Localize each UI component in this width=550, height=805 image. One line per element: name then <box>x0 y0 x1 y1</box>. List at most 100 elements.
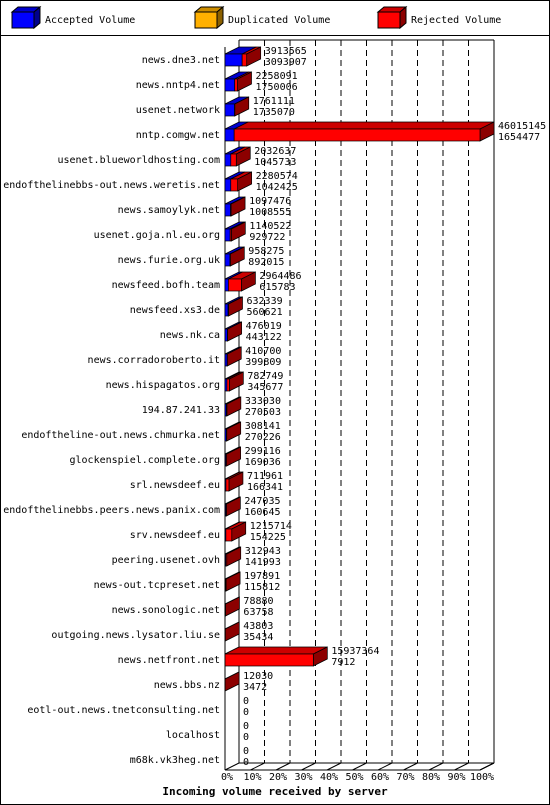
bar <box>226 346 242 367</box>
bar-front <box>224 278 229 292</box>
legend-item: Rejected Volume <box>376 5 501 30</box>
y-tick-label: newsfeed.xs3.de <box>130 305 220 316</box>
x-tick-label: 60% <box>371 772 389 783</box>
accepted-label: 166341 <box>247 482 283 493</box>
accepted-label: 270503 <box>245 407 281 418</box>
bar-front <box>224 53 243 67</box>
bar <box>234 71 252 92</box>
accepted-label: 160645 <box>244 507 280 518</box>
bar <box>226 396 242 417</box>
total-label: 0 <box>243 696 249 707</box>
total-label: 782749 <box>247 371 283 382</box>
bar-top <box>224 646 328 655</box>
x-tick <box>326 762 342 771</box>
bar <box>226 421 242 442</box>
y-tick-label: usenet.network <box>136 105 220 116</box>
y-tick-label: news.dne3.net <box>142 55 220 66</box>
bar-front <box>224 228 231 242</box>
accepted-label: 7912 <box>331 657 355 668</box>
bar <box>225 496 241 517</box>
legend-item: Duplicated Volume <box>193 5 330 30</box>
accepted-label: 892015 <box>248 257 284 268</box>
accepted-label: 3093907 <box>265 57 307 68</box>
y-tick-label: usenet.blueworldhosting.com <box>57 155 220 166</box>
x-tick <box>224 762 240 771</box>
accepted-label: 0 <box>243 732 249 743</box>
bar-front <box>241 53 248 67</box>
total-label: 197891 <box>244 571 280 582</box>
accepted-label: 1045733 <box>254 157 296 168</box>
total-label: 46015145 <box>498 121 546 132</box>
bar <box>228 271 256 292</box>
legend-item: Accepted Volume <box>10 5 135 30</box>
y-tick-label: m68k.vk3heg.net <box>130 755 220 766</box>
bar-front <box>225 553 228 567</box>
y-tick-label: news.sonologic.net <box>112 605 220 616</box>
x-tick <box>428 762 444 771</box>
y-tick-label: eotl-out.news.tnetconsulting.net <box>27 705 220 716</box>
total-label: 308141 <box>245 421 281 432</box>
accepted-label: 154225 <box>250 532 286 543</box>
y-tick-label: news-out.tcpreset.net <box>94 580 220 591</box>
bar-front <box>224 78 236 92</box>
y-tick-label: news.nntp4.net <box>136 80 220 91</box>
total-label: 2280574 <box>256 171 298 182</box>
total-label: 12030 <box>243 671 273 682</box>
accepted-label: 1654477 <box>498 132 540 143</box>
accepted-label: 345677 <box>247 382 283 393</box>
total-label: 1140522 <box>249 221 291 232</box>
bar-front <box>225 453 228 467</box>
x-tick-label: 50% <box>345 772 363 783</box>
y-tick-label: peering.usenet.ovh <box>112 555 220 566</box>
bar <box>226 371 244 392</box>
bar <box>230 146 251 167</box>
total-label: 15937364 <box>331 646 379 657</box>
bar <box>225 546 242 567</box>
total-label: 312943 <box>245 546 281 557</box>
legend-label: Accepted Volume <box>45 15 135 26</box>
y-tick-label: 194.87.241.33 <box>142 405 220 416</box>
legend-swatch <box>11 11 35 29</box>
total-label: 333030 <box>245 396 281 407</box>
legend-swatch <box>194 11 218 29</box>
bar-front <box>228 278 242 292</box>
accepted-label: 169036 <box>245 457 281 468</box>
y-tick-label: endoftheline-out.news.chmurka.net <box>21 430 220 441</box>
bar <box>224 671 240 692</box>
bar-front <box>224 328 228 342</box>
total-label: 632339 <box>247 296 283 307</box>
accepted-label: 443122 <box>246 332 282 343</box>
bar <box>234 96 250 117</box>
bar <box>225 521 247 542</box>
bar-front <box>224 128 235 142</box>
accepted-label: 63758 <box>243 607 273 618</box>
bar-front <box>230 178 238 192</box>
y-tick-label: glockenspiel.complete.org <box>69 455 220 466</box>
bar-front <box>234 78 238 92</box>
x-tick <box>301 762 316 771</box>
x-tick-label: 80% <box>422 772 440 783</box>
x-tick <box>275 762 291 771</box>
bar-front <box>226 378 230 392</box>
bar-front <box>225 478 230 492</box>
y-tick-label: newsfeed.bofh.team <box>112 280 220 291</box>
x-tick-label: 10% <box>243 772 261 783</box>
x-tick-label: 30% <box>294 772 312 783</box>
bar-front <box>233 128 481 142</box>
accepted-label: 560621 <box>247 307 283 318</box>
y-tick-label: localhost <box>166 730 220 741</box>
x-tick-label: 0% <box>221 772 233 783</box>
y-tick-label: srv.newsdeef.eu <box>130 530 220 541</box>
total-label: 2258091 <box>256 71 298 82</box>
y-tick-label: news.furie.org.uk <box>118 255 220 266</box>
accepted-label: 615783 <box>259 282 295 293</box>
bar-front <box>224 103 235 117</box>
bar-front <box>224 178 232 192</box>
x-axis-title: Incoming volume received by server <box>162 785 388 798</box>
bar <box>230 196 246 217</box>
legend-label: Rejected Volume <box>411 15 501 26</box>
legend-label: Duplicated Volume <box>228 15 330 26</box>
y-tick-label: news.samoylyk.net <box>118 205 220 216</box>
bar <box>224 71 249 92</box>
bar <box>227 321 242 342</box>
